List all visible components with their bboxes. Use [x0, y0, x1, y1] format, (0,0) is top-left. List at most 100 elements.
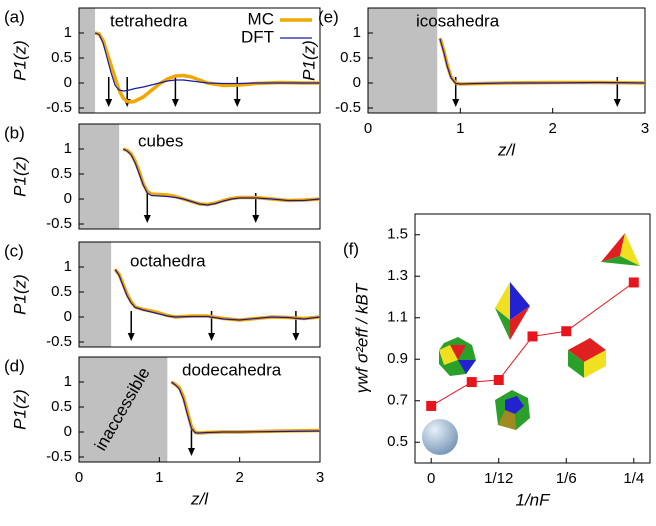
marker	[561, 326, 572, 337]
y-tick-label: 1	[64, 373, 72, 390]
y-tick-label: -0.5	[46, 448, 72, 465]
x-tick-label: 1	[456, 120, 464, 137]
x-axis-label: z/l	[497, 140, 516, 159]
arrow-head	[252, 215, 260, 223]
y-tick-label: 1	[353, 24, 361, 41]
panel-title: octahedra	[130, 251, 206, 270]
cube-icon	[568, 338, 606, 378]
y-axis-label: γwf σ²eff / kBT	[352, 282, 371, 393]
panel-title: cubes	[138, 131, 183, 150]
series-line	[94, 31, 320, 104]
series-line	[122, 148, 321, 206]
series-line	[94, 32, 320, 92]
x-tick-label: 0	[427, 470, 435, 487]
y-tick-label: 1.3	[387, 267, 408, 284]
series-line	[438, 37, 646, 86]
x-tick-label: 3	[641, 120, 649, 137]
y-tick-label: -0.5	[46, 99, 72, 116]
series-line	[171, 381, 321, 434]
marker	[426, 400, 437, 411]
x-axis-label: 1/nF	[515, 490, 551, 509]
legend-label: DFT	[241, 27, 274, 46]
icosahedron-icon	[439, 337, 476, 376]
arrow-head	[613, 99, 621, 107]
x-tick-label: 1/12	[484, 470, 513, 487]
series-line	[114, 269, 321, 321]
y-tick-label: 0	[64, 308, 72, 325]
marker	[628, 277, 639, 288]
panel-title: tetrahedra	[110, 11, 188, 30]
arrow-head	[452, 99, 460, 107]
y-tick-label: 0.5	[51, 398, 72, 415]
y-axis-label: P1(z)	[299, 40, 318, 81]
y-tick-label: 0	[353, 74, 361, 91]
octahedron-icon	[495, 282, 530, 340]
plot-frame	[78, 241, 321, 348]
y-tick-label: -0.5	[46, 215, 72, 232]
y-tick-label: 1	[64, 258, 72, 275]
x-tick-label: 1/6	[556, 470, 577, 487]
panel-label: (b)	[4, 123, 25, 142]
panel-label: (e)	[318, 7, 339, 26]
y-tick-label: 0.5	[340, 49, 361, 66]
panel: -0.5 0 0.5 1 (b) cubes P1(z)	[4, 123, 321, 232]
x-tick-label: 2	[235, 469, 243, 486]
y-tick-label: 0	[64, 423, 72, 440]
marker	[466, 377, 477, 388]
excluded-region	[368, 8, 438, 113]
plot-frame	[367, 7, 646, 114]
arrow-head	[143, 215, 151, 223]
y-axis-label: P1(z)	[10, 389, 29, 430]
y-tick-label: 1	[64, 140, 72, 157]
panel-title: dodecahedra	[182, 360, 282, 379]
y-tick-label: -0.5	[335, 99, 361, 116]
y-tick-label: 0.5	[51, 165, 72, 182]
x-axis-label: z/l	[190, 489, 209, 508]
panel-label: (d)	[4, 356, 25, 375]
y-tick-label: 1.5	[387, 226, 408, 243]
x-tick-label: 2	[548, 120, 556, 137]
arrow-head	[105, 99, 113, 107]
y-tick-label: -0.5	[46, 333, 72, 350]
y-axis-label: P1(z)	[10, 156, 29, 197]
arrow-head	[233, 99, 241, 107]
excluded-region	[79, 8, 96, 113]
arrow-head	[292, 333, 300, 341]
excluded-region	[79, 124, 120, 229]
y-axis-label: P1(z)	[10, 40, 29, 81]
panel: -0.5 0 0.5 1 (c) octahedra P1(z)	[4, 241, 321, 350]
x-tick-label: 0	[364, 120, 372, 137]
y-tick-label: 0.5	[51, 283, 72, 300]
plot-frame	[78, 123, 321, 230]
y-tick-label: 0	[64, 74, 72, 91]
y-tick-label: 1	[64, 24, 72, 41]
legend-label: MC	[248, 9, 274, 28]
marker	[527, 331, 538, 342]
y-tick-label: 1.1	[387, 309, 408, 326]
panel: 0.5 0.7 0.9 1.1 1.3 1.5 0 1/12 1/6 1/4 (f) γwf σ²ef…	[343, 213, 651, 509]
y-axis-label: P1(z)	[10, 274, 29, 315]
excluded-region	[79, 242, 112, 347]
y-tick-label: 0.5	[387, 433, 408, 450]
x-tick-label: 0	[75, 469, 83, 486]
series-line	[439, 38, 646, 85]
x-tick-label: 1	[155, 469, 163, 486]
marker	[493, 375, 504, 385]
y-tick-label: 0.9	[387, 350, 408, 367]
panel-title: icosahedra	[416, 11, 500, 30]
excluded-region	[79, 357, 168, 462]
panel-label: (c)	[4, 241, 24, 260]
series-line	[170, 380, 321, 435]
x-tick-label: 1/4	[623, 470, 644, 487]
arrow-head	[208, 333, 216, 341]
plot-frame	[78, 7, 321, 114]
plot-frame	[414, 213, 651, 464]
series-line	[430, 282, 635, 407]
series-line	[113, 268, 321, 322]
arrow-head	[171, 99, 179, 107]
y-tick-label: 0	[64, 190, 72, 207]
dodecahedron-icon	[495, 390, 530, 430]
